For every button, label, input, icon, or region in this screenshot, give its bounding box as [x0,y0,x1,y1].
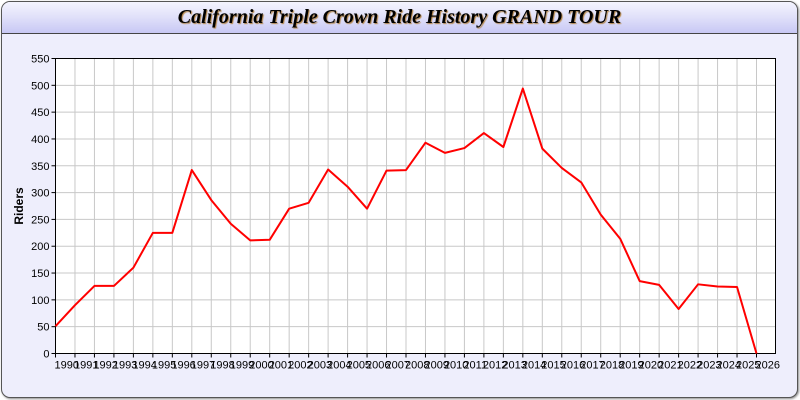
x-tick-label: 2021 [658,360,682,372]
x-tick-label: 1999 [230,360,254,372]
x-tick-label: 2019 [619,360,643,372]
y-tick-label: 400 [31,134,49,146]
x-tick-label: 2022 [678,360,702,372]
x-tick-label: 2009 [424,360,448,372]
x-tick-label: 2006 [366,360,390,372]
x-tick-label: 2008 [405,360,429,372]
y-tick-label: 0 [43,349,49,361]
x-tick-label: 2017 [580,360,604,372]
series-line [54,87,758,354]
x-tick-label: 2002 [288,360,312,372]
x-tick-label: 2007 [386,360,410,372]
x-tick-label: 2016 [561,360,585,372]
x-tick-label: 1992 [93,360,117,372]
y-tick-label: 200 [31,241,49,253]
x-tick-label: 2020 [639,360,663,372]
x-tick-label: 2013 [502,360,526,372]
x-tick-label: 2000 [249,360,273,372]
chart-title: California Triple Crown Ride History GRA… [177,6,622,28]
x-tick-label: 2023 [697,360,721,372]
y-axis-label: Riders [12,187,26,225]
x-tick-label: 2025 [736,360,760,372]
x-tick-label: 2018 [600,360,624,372]
x-tick-label: 2005 [347,360,371,372]
y-tick-label: 50 [37,322,49,334]
y-tick-label: 550 [31,54,49,66]
x-tick-label: 2011 [463,360,487,372]
x-tick-label: 1995 [152,360,176,372]
x-tick-label: 2024 [717,360,741,372]
x-tick-label: 2004 [327,360,351,372]
x-tick-label: 1990 [55,360,79,372]
x-tick-label: 2010 [444,360,468,372]
x-tick-label: 2012 [483,360,507,372]
x-tick-label: 1997 [191,360,215,372]
x-tick-label: 2003 [308,360,332,372]
y-tick-label: 300 [31,188,49,200]
x-tick-label: 2001 [269,360,293,372]
plot-area [55,58,776,354]
x-tick-label: 1998 [210,360,234,372]
y-tick-label: 150 [31,268,49,280]
x-tick-label: 1993 [113,360,137,372]
x-tick-label: 1991 [74,360,98,372]
y-tick-label: 250 [31,214,49,226]
y-tick-label: 100 [31,295,49,307]
x-tick-label: 2014 [522,360,546,372]
x-tick-label: 2015 [541,360,565,372]
y-tick-label: 450 [31,107,49,119]
y-tick-label: 500 [31,80,49,92]
x-tick-label: 2026 [756,360,780,372]
y-tick-label: 350 [31,161,49,173]
x-tick-label: 1996 [171,360,195,372]
title-bar: California Triple Crown Ride History GRA… [2,2,797,34]
x-tick-label: 1994 [132,360,156,372]
plot-border [55,58,776,354]
